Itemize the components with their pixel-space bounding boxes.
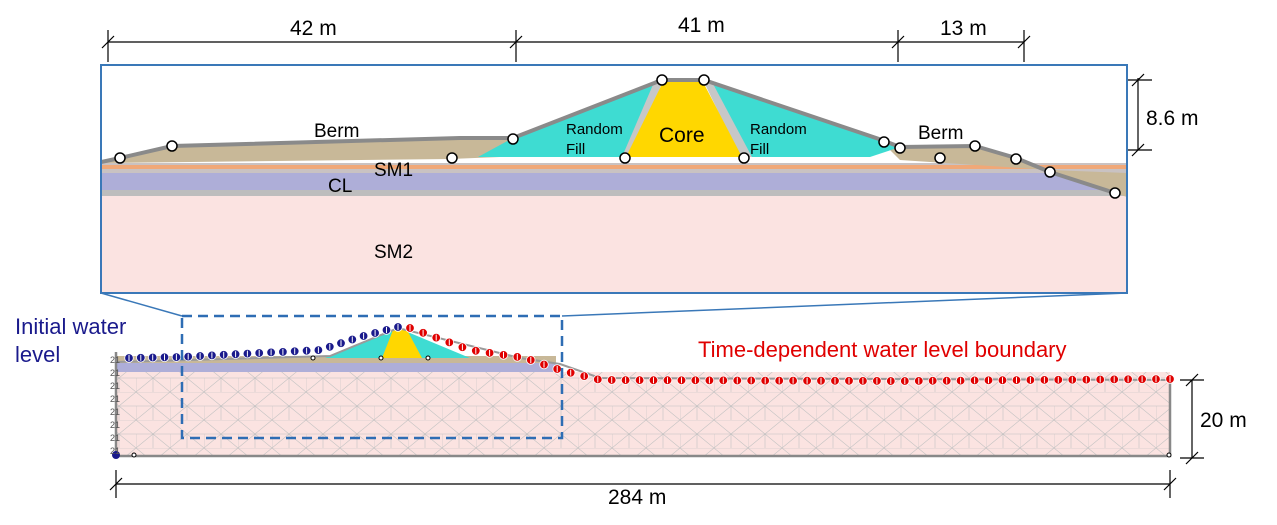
sm2-layer	[101, 195, 1127, 293]
core-zone	[626, 82, 742, 157]
key-point	[114, 152, 126, 164]
random-fill-right-label-2: Fill	[750, 141, 769, 158]
axis-tick-label: 21	[110, 433, 120, 443]
zoom-region-box	[180, 314, 564, 440]
key-point	[507, 133, 519, 145]
axis-tick-label: 21	[110, 368, 120, 378]
key-point	[1044, 166, 1056, 178]
dim-284m: 284 m	[608, 486, 666, 509]
axis-tick-label: 21	[110, 355, 120, 365]
model-boundary	[114, 352, 1172, 458]
callout-lines	[100, 292, 1128, 317]
key-point	[738, 152, 750, 164]
sm2-label: SM2	[374, 242, 413, 263]
random-fill-left-label: Random	[566, 121, 623, 138]
dim-41m: 41 m	[678, 14, 725, 37]
axis-tick-labels: 21 21 21 21 21 21 21 21	[110, 355, 120, 456]
key-points	[114, 74, 1121, 199]
dim-20m: 20 m	[1200, 409, 1247, 432]
axis-tick-label: 21	[110, 420, 120, 430]
node-icon	[131, 452, 137, 458]
dim-8-6m: 8.6 m	[1146, 107, 1199, 130]
left-berm-fill	[101, 138, 513, 163]
dim-13m: 13 m	[940, 17, 987, 40]
initial-water-label: Initial water	[15, 314, 126, 339]
initial-water-markers	[124, 322, 403, 363]
top-dimensions	[101, 30, 1031, 62]
key-point	[1109, 187, 1121, 199]
cl-label: CL	[328, 176, 352, 197]
axis-tick-label: 21	[110, 394, 120, 404]
origin-icon	[112, 451, 120, 459]
model-core	[382, 330, 422, 358]
random-fill-right-label: Random	[750, 121, 807, 138]
key-point	[619, 152, 631, 164]
sm1-label: SM1	[374, 160, 413, 181]
axis-tick-label: 21	[110, 381, 120, 391]
zoomed-cross-section	[101, 74, 1127, 293]
model-cl-strip	[116, 362, 556, 372]
node-icon	[378, 355, 384, 361]
dim-42m: 42 m	[290, 17, 337, 40]
cl-layer	[101, 173, 1127, 195]
filter-left	[622, 80, 663, 157]
berm-right-label: Berm	[918, 123, 963, 144]
cl-gray-band	[101, 190, 1127, 196]
node-icon	[1166, 452, 1172, 458]
sm1-orange-band	[101, 165, 1127, 169]
key-point	[934, 152, 946, 164]
key-point	[698, 74, 710, 86]
initial-water-label-2: level	[15, 342, 60, 367]
key-point	[969, 140, 981, 152]
berm-left-label: Berm	[314, 121, 359, 142]
node-icon	[310, 355, 316, 361]
key-point	[894, 142, 906, 154]
model-berm-strip	[116, 356, 556, 363]
key-point	[166, 140, 178, 152]
random-fill-left-label-2: Fill	[566, 141, 585, 158]
key-point	[656, 74, 668, 86]
core-label: Core	[659, 124, 705, 147]
time-dependent-water-markers	[405, 323, 1175, 386]
key-point	[878, 136, 890, 148]
key-point	[446, 152, 458, 164]
axis-tick-label: 21	[110, 407, 120, 417]
time-dependent-label: Time-dependent water level boundary	[698, 337, 1067, 362]
random-fill-right	[704, 80, 900, 157]
zoom-frame	[100, 64, 1128, 294]
bottom-dimensions	[109, 373, 1204, 498]
filter-right	[703, 80, 752, 157]
foundation-mesh	[116, 372, 1170, 456]
key-point	[1010, 153, 1022, 165]
node-icon	[425, 355, 431, 361]
axis-tick-label: 21	[110, 446, 120, 456]
height-dimension	[1128, 73, 1152, 157]
full-model	[112, 326, 1172, 459]
